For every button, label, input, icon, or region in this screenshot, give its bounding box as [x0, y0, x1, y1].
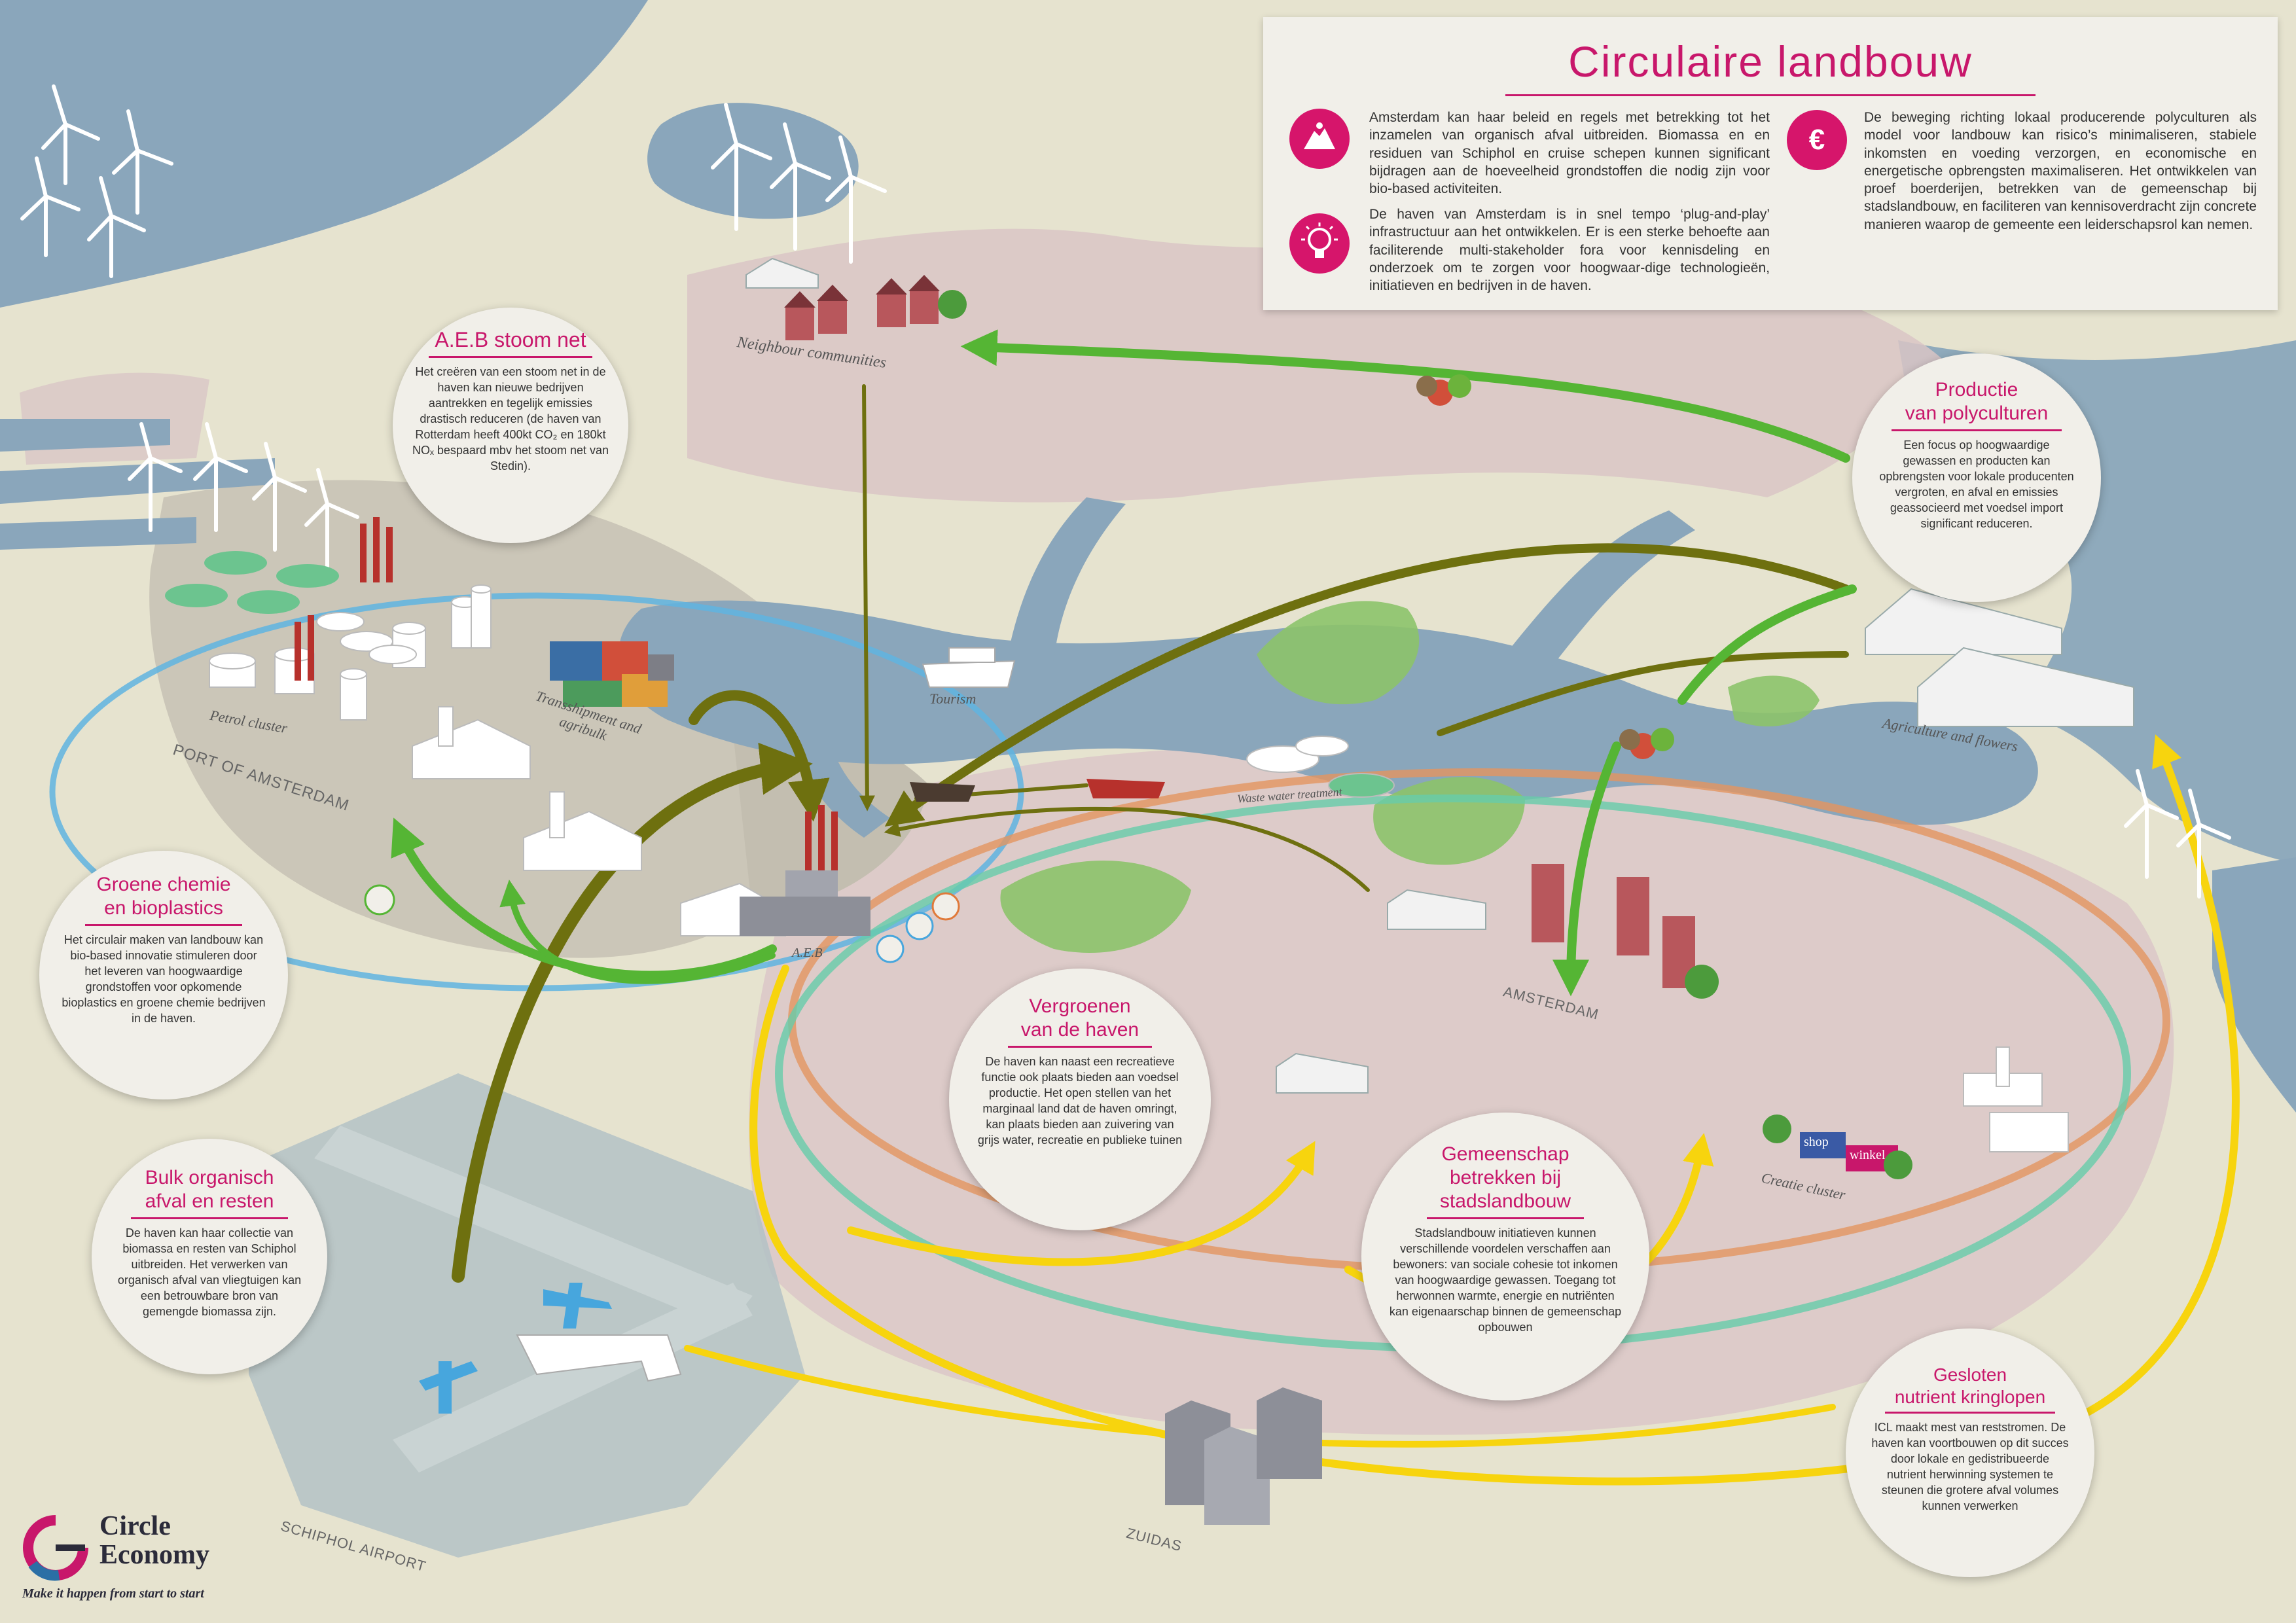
olive-arrows: [452, 384, 1850, 1283]
info-paragraph-2: De haven van Amsterdam is in snel tempo …: [1369, 207, 1770, 294]
cargo-ships-icon: [910, 779, 1165, 802]
bubble-title: A.E.B stoom net: [435, 328, 586, 351]
bubble-body: ICL maakt mest van reststromen. De haven…: [1871, 1421, 2069, 1512]
green-arrows: [391, 329, 1857, 997]
resource-circle-icons: [364, 884, 960, 963]
page-title: Circulaire landbouw: [1568, 37, 1973, 86]
bubble-aeb-stoom-net: A.E.B stoom net Het creëren van een stoo…: [393, 308, 628, 543]
info-paragraph-1: Amsterdam kan haar beleid en regels met …: [1369, 110, 1770, 197]
greenhouses-icon: [745, 257, 2134, 1094]
info-panel: Circulaire landbouw € Amsterdam kan haar…: [1263, 17, 2278, 310]
bubble-title: Vergroenen van de haven: [1020, 995, 1139, 1041]
bubble-rule: [1008, 1046, 1152, 1048]
zuidas-towers-icon: [1165, 1387, 1322, 1525]
bubble-rule: [131, 1217, 288, 1219]
bubble-rule: [85, 924, 242, 926]
bubble-title: Productie van polyculturen: [1905, 379, 2049, 424]
circle-economy-logo: Circle Economy Make it happen from start…: [20, 1512, 242, 1610]
svg-text:€: €: [1809, 124, 1825, 156]
containers-icon: [550, 641, 674, 707]
label-aeb: A.E.B: [792, 946, 823, 960]
euro-icon: €: [1787, 110, 1847, 170]
bubble-rule: [1427, 1217, 1584, 1219]
bubble-vergroenen-haven: Vergroenen van de haven De haven kan naas…: [949, 969, 1211, 1230]
schiphol-terminal: [516, 1334, 682, 1382]
logo-mark-icon: [23, 1514, 89, 1581]
cruise-ship-icon: [922, 647, 1016, 688]
bubble-gemeenschap: Gemeenschap betrekken bij stadslandbouw St…: [1361, 1113, 1649, 1400]
bubble-body: Het circulair maken van landbouw kan bio…: [62, 933, 266, 1025]
schiphol-area: [249, 1073, 805, 1558]
bubble-body: Stadslandbouw initiatieven kunnen versch…: [1389, 1226, 1622, 1334]
bubble-body: De haven kan haar collectie van biomassa…: [117, 1226, 302, 1318]
waste-pile-icon: [1289, 109, 1350, 169]
houses-icon: [784, 275, 1719, 999]
bubble-body: De haven kan naast een recreatieve funct…: [977, 1055, 1183, 1147]
bubble-body: Het creëren van een stoom net in de have…: [412, 365, 609, 473]
water-top-left: [0, 0, 648, 308]
label-shop: shop: [1804, 1135, 1829, 1149]
airplane-icons: [419, 1283, 612, 1414]
title-rule: [1505, 94, 2036, 96]
bubble-rule: [1885, 1412, 2055, 1414]
bubble-rule: [429, 356, 592, 359]
water-east-2: [2212, 857, 2296, 1113]
shops-icon: [1763, 1115, 1912, 1179]
river-canal-north: [1008, 497, 1126, 661]
water-north-lake: [647, 103, 859, 219]
bubble-title: Bulk organisch afval en resten: [145, 1167, 274, 1212]
logo-tagline: Make it happen from start to start: [22, 1586, 204, 1601]
petrol-cluster-icon: [165, 517, 492, 721]
bubble-title: Gesloten nutrient kringlopen: [1894, 1364, 2046, 1407]
schiphol-runway-2: [393, 1283, 753, 1472]
bubble-gesloten-kringlopen: Gesloten nutrient kringlopen ICL maakt me…: [1846, 1329, 2094, 1577]
docks-left: [0, 419, 275, 550]
waste-water-icon: [1246, 736, 1395, 798]
port-land: [149, 480, 857, 958]
bubble-groene-chemie: Groene chemie en bioplastics Het circulai…: [39, 851, 288, 1099]
wind-turbines: [20, 84, 2231, 899]
label-winkel: winkel: [1850, 1148, 1886, 1162]
urban-west-top: [20, 372, 209, 465]
info-paragraph-3: De beweging richting lokaal producerende…: [1864, 110, 2257, 232]
bubble-bulk-organisch: Bulk organisch afval en resten De haven k…: [92, 1139, 327, 1374]
bubble-title: Gemeenschap betrekken bij stadslandbouw: [1439, 1143, 1571, 1212]
factories-icon: [412, 706, 2069, 1152]
lightbulb-icon: [1289, 213, 1350, 274]
schiphol-runway-1: [314, 1126, 753, 1329]
bubble-body: Een focus op hoogwaardige gewassen en pr…: [1879, 438, 2074, 530]
bubble-rule: [1892, 429, 2062, 431]
produce-basket-icons: [1416, 374, 1674, 759]
aeb-plant-icon: [740, 805, 870, 936]
label-tourism: Tourism: [929, 690, 977, 707]
bubble-productie-polyculturen: Productie van polyculturen Een focus op h…: [1852, 353, 2101, 602]
logo-name: Circle Economy: [99, 1511, 209, 1571]
bubble-title: Groene chemie en bioplastics: [96, 874, 231, 919]
